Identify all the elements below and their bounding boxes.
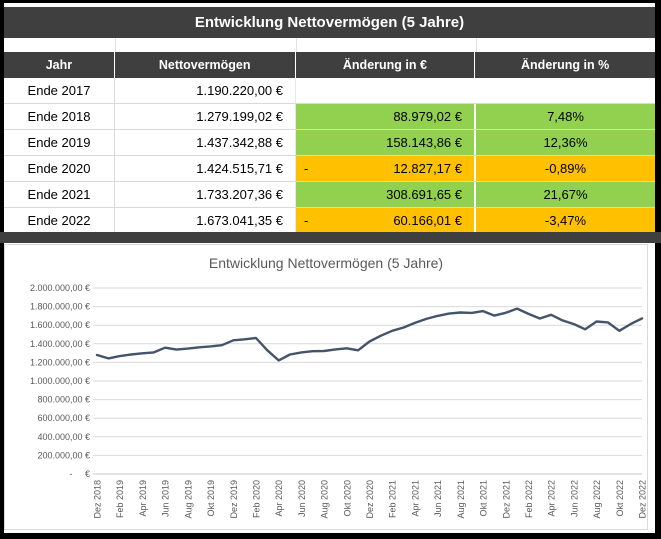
gap-strip	[4, 38, 655, 52]
chart-plot-area: 2.000.000,00 € 1.800.000,00 € 1.600.000,00…	[30, 283, 648, 519]
networth-cell[interactable]: 1.437.342,88 €	[115, 130, 296, 155]
x-axis-label: Okt 2021	[479, 480, 489, 517]
change-eur-cell[interactable]: 308.691,65 €	[296, 182, 474, 207]
networth-cell[interactable]: 1.190.220,00 €	[115, 78, 296, 103]
networth-line-series[interactable]	[95, 307, 644, 362]
table-row: Ende 2019 1.437.342,88 € 158.143,86 € 12,36…	[4, 130, 655, 156]
x-axis-label: Aug 2019	[183, 480, 193, 519]
year-cell[interactable]: Ende 2020	[4, 156, 115, 181]
x-axis-label: Aug 2021	[456, 480, 466, 519]
x-axis-label: Okt 2020	[342, 480, 352, 517]
change-eur-cell[interactable]: 88.979,02 €	[296, 104, 474, 129]
x-axis-label: Feb 2022	[524, 480, 534, 518]
section-divider-bar	[0, 232, 661, 243]
chart-title: Entwicklung Nettovermögen (5 Jahre)	[208, 255, 444, 271]
change-eur-cell[interactable]: - 60.166,01 €	[296, 208, 474, 233]
x-axis-label: Apr 2020	[274, 480, 284, 517]
report-title-bar[interactable]: Entwicklung Nettovermögen (5 Jahre)	[4, 7, 655, 38]
change-eur-value: 158.143,86 €	[386, 135, 462, 150]
y-axis-label: 1.800.000,00 €	[30, 302, 90, 312]
table-row: Ende 2022 1.673.041,35 € - 60.166,01 € -3,47…	[4, 208, 655, 234]
change-pct-cell[interactable]: -3,47%	[476, 208, 655, 233]
year-cell[interactable]: Ende 2022	[4, 208, 115, 233]
x-axis-label: Apr 2021	[410, 480, 420, 517]
table-row: Ende 2018 1.279.199,02 € 88.979,02 € 7,48%	[4, 104, 655, 130]
change-pct-cell[interactable]	[476, 78, 655, 103]
x-axis-label: Okt 2022	[615, 480, 625, 517]
change-eur-value: 60.166,01 €	[393, 213, 462, 228]
x-axis-label: Dez 2022	[638, 480, 648, 519]
x-axis-label: Feb 2020	[251, 480, 261, 518]
y-axis-label: 600.000,00 €	[37, 413, 90, 423]
minus-sign: -	[304, 161, 309, 176]
column-header-nettovermoegen[interactable]: Nettovermögen	[114, 52, 295, 78]
y-axis-label: 1.200.000,00 €	[30, 357, 90, 367]
x-axis-label: Apr 2019	[138, 480, 148, 517]
y-axis-label: 1.600.000,00 €	[30, 320, 90, 330]
x-axis-label: Jun 2020	[297, 480, 307, 517]
y-axis-label: 1.000.000,00 €	[30, 376, 90, 386]
x-axis-label: Feb 2019	[115, 480, 125, 518]
x-axis-label: Aug 2020	[320, 480, 330, 519]
y-axis-label: 2.000.000,00 €	[30, 283, 90, 293]
minus-sign: -	[304, 213, 309, 228]
column-divider	[476, 38, 477, 52]
change-eur-value: 12.827,17 €	[393, 161, 462, 176]
table-row: Ende 2017 1.190.220,00 €	[4, 78, 655, 104]
column-header-jahr[interactable]: Jahr	[4, 52, 114, 78]
change-eur-value: 308.691,65 €	[386, 187, 462, 202]
networth-cell[interactable]: 1.424.515,71 €	[115, 156, 296, 181]
y-axis-label: - €	[69, 469, 90, 479]
year-cell[interactable]: Ende 2021	[4, 182, 115, 207]
year-cell[interactable]: Ende 2018	[4, 104, 115, 129]
y-axis-label: 800.000,00 €	[37, 395, 90, 405]
y-axis-label: 200.000,00 €	[37, 450, 90, 460]
change-pct-cell[interactable]: 21,67%	[476, 182, 655, 207]
change-pct-cell[interactable]: -0,89%	[476, 156, 655, 181]
x-axis-label: Dez 2019	[229, 480, 239, 519]
y-axis-label: 400.000,00 €	[37, 432, 90, 442]
column-divider	[296, 38, 297, 52]
x-axis-label: Apr 2022	[547, 480, 557, 517]
x-axis-label: Dez 2021	[501, 480, 511, 519]
change-eur-cell[interactable]: 158.143,86 €	[296, 130, 474, 155]
table-body: Ende 2017 1.190.220,00 € Ende 2018 1.279.19…	[4, 78, 655, 234]
year-cell[interactable]: Ende 2019	[4, 130, 115, 155]
report-title: Entwicklung Nettovermögen (5 Jahre)	[194, 14, 465, 31]
change-eur-cell[interactable]	[296, 78, 474, 103]
networth-cell[interactable]: 1.279.199,02 €	[115, 104, 296, 129]
networth-chart[interactable]: 2.000.000,00 € 1.800.000,00 € 1.600.000,00…	[4, 244, 648, 530]
table-header-row: Jahr Nettovermögen Änderung in € Änderun…	[4, 52, 655, 78]
x-axis-label: Jun 2019	[161, 480, 171, 517]
x-axis-label: Dez 2018	[93, 480, 103, 519]
change-pct-cell[interactable]: 12,36%	[476, 130, 655, 155]
table-row: Ende 2021 1.733.207,36 € 308.691,65 € 21,67…	[4, 182, 655, 208]
x-axis-label: Jun 2021	[433, 480, 443, 517]
x-axis-label: Jun 2022	[569, 480, 579, 517]
column-header-aenderung-pct[interactable]: Änderung in %	[475, 52, 655, 78]
x-axis-label: Dez 2020	[365, 480, 375, 519]
x-axis-label: Aug 2022	[592, 480, 602, 519]
change-eur-cell[interactable]: - 12.827,17 €	[296, 156, 474, 181]
year-cell[interactable]: Ende 2017	[4, 78, 115, 103]
y-axis-label: 1.400.000,00 €	[30, 339, 90, 349]
column-divider	[115, 38, 116, 52]
change-eur-value: 88.979,02 €	[393, 109, 462, 124]
x-axis-label: Feb 2021	[388, 480, 398, 518]
table-row: Ende 2020 1.424.515,71 € - 12.827,17 € -0,89…	[4, 156, 655, 182]
networth-cell[interactable]: 1.673.041,35 €	[115, 208, 296, 233]
change-pct-cell[interactable]: 7,48%	[476, 104, 655, 129]
networth-cell[interactable]: 1.733.207,36 €	[115, 182, 296, 207]
x-axis-label: Okt 2019	[206, 480, 216, 517]
column-header-aenderung-eur[interactable]: Änderung in €	[295, 52, 475, 78]
